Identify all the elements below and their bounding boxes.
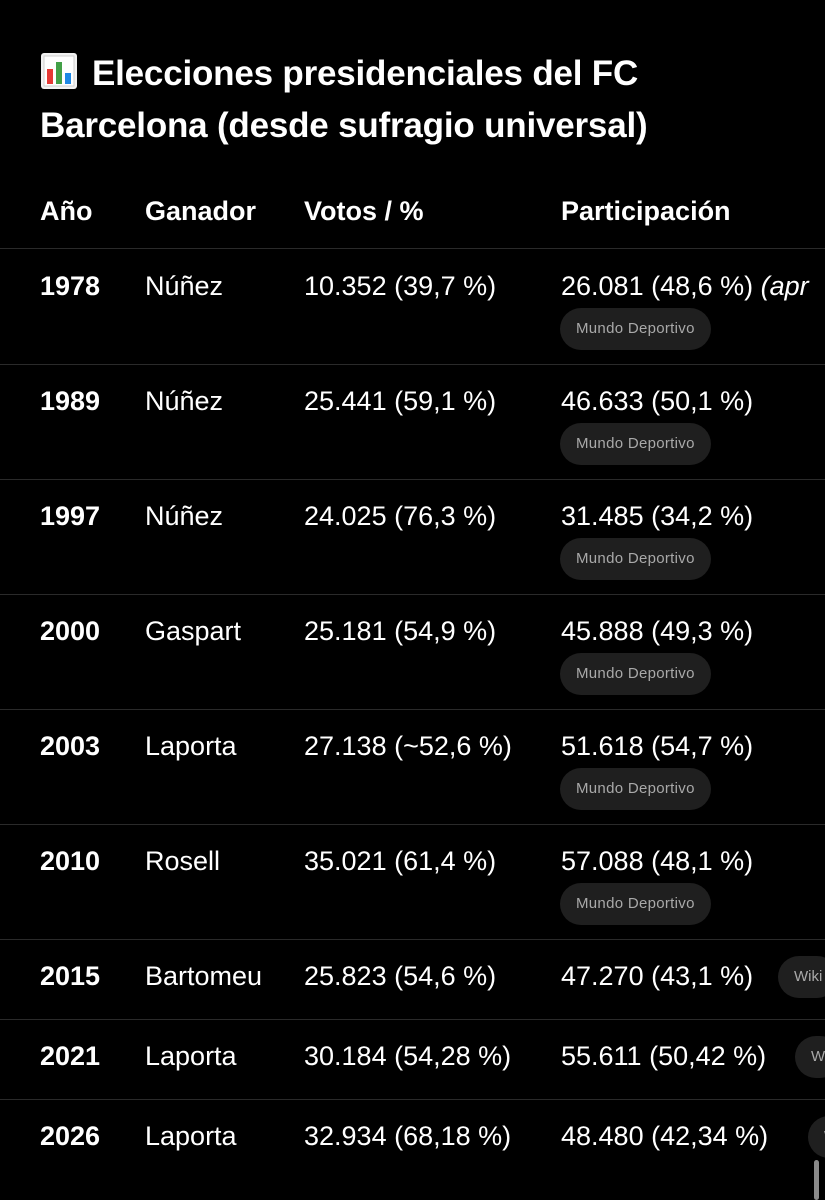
- votes-cell: 25.823 (54,6 %): [304, 961, 497, 991]
- votes-cell: 27.138 (~52,6 %): [304, 731, 512, 761]
- year-cell: 2021: [40, 1041, 101, 1071]
- table-row: 1997 Núñez 24.025 (76,3 %) 31.485 (34,2 …: [0, 479, 825, 595]
- participation-cell: 55.611 (50,42 %): [561, 1041, 767, 1071]
- participation-note: (apr: [760, 271, 809, 301]
- year-cell: 2003: [40, 731, 101, 761]
- column-header-participation: Participación: [561, 196, 731, 226]
- winner-cell: Laporta: [145, 1121, 237, 1151]
- winner-cell: Núñez: [145, 386, 224, 416]
- participation-cell: 48.480 (42,34 %): [561, 1121, 769, 1151]
- title-text: Elecciones presidenciales del FC Barcelo…: [40, 54, 648, 145]
- year-cell: 1978: [40, 271, 101, 301]
- table-header: Año Ganador Votos / % Participación: [0, 190, 825, 249]
- participation-cell: 26.081 (48,6 %) (apr: [561, 271, 809, 302]
- page-title: Elecciones presidenciales del FC Barcelo…: [40, 48, 800, 152]
- votes-cell: 32.934 (68,18 %): [304, 1121, 512, 1151]
- winner-cell: Bartomeu: [145, 961, 263, 991]
- votes-cell: 10.352 (39,7 %): [304, 271, 497, 301]
- source-chip[interactable]: Mundo Deportivo: [560, 653, 711, 695]
- year-cell: 1997: [40, 501, 101, 531]
- votes-cell: 30.184 (54,28 %): [304, 1041, 512, 1071]
- table-row: 2021 Laporta 30.184 (54,28 %) 55.611 (50…: [0, 1019, 825, 1100]
- votes-cell: 25.441 (59,1 %): [304, 386, 497, 416]
- participation-cell: 46.633 (50,1 %): [561, 386, 754, 416]
- table-row: 2003 Laporta 27.138 (~52,6 %) 51.618 (54…: [0, 709, 825, 825]
- source-chip[interactable]: Mundo Deportivo: [560, 423, 711, 465]
- participation-cell: 31.485 (34,2 %): [561, 501, 754, 531]
- source-chip[interactable]: Mundo Deportivo: [560, 883, 711, 925]
- winner-cell: Laporta: [145, 731, 237, 761]
- year-cell: 1989: [40, 386, 101, 416]
- table-row: 2010 Rosell 35.021 (61,4 %) 57.088 (48,1…: [0, 824, 825, 940]
- votes-cell: 25.181 (54,9 %): [304, 616, 497, 646]
- winner-cell: Laporta: [145, 1041, 237, 1071]
- vertical-scrollbar[interactable]: [814, 1160, 819, 1200]
- winner-cell: Núñez: [145, 271, 224, 301]
- table-row: 1978 Núñez 10.352 (39,7 %) 26.081 (48,6 …: [0, 249, 825, 365]
- participation-cell: 45.888 (49,3 %): [561, 616, 754, 646]
- source-chip[interactable]: Mundo Deportivo: [560, 768, 711, 810]
- table-row: 1989 Núñez 25.441 (59,1 %) 46.633 (50,1 …: [0, 364, 825, 480]
- column-header-year: Año: [40, 196, 93, 226]
- column-header-votes: Votos / %: [304, 196, 424, 226]
- source-chip[interactable]: W: [795, 1036, 825, 1078]
- column-header-winner: Ganador: [145, 196, 257, 226]
- source-chip[interactable]: Mundo Deportivo: [560, 538, 711, 580]
- winner-cell: Rosell: [145, 846, 221, 876]
- participation-cell: 47.270 (43,1 %): [561, 961, 754, 991]
- year-cell: 2015: [40, 961, 101, 991]
- source-chip[interactable]: Wiki: [778, 956, 825, 998]
- winner-cell: Núñez: [145, 501, 224, 531]
- participation-cell: 51.618 (54,7 %): [561, 731, 754, 761]
- year-cell: 2000: [40, 616, 101, 646]
- table-row: 2000 Gaspart 25.181 (54,9 %) 45.888 (49,…: [0, 594, 825, 710]
- participation-value: 26.081 (48,6 %): [561, 271, 754, 301]
- table-row: 2026 Laporta 32.934 (68,18 %) 48.480 (42…: [0, 1099, 825, 1179]
- votes-cell: 35.021 (61,4 %): [304, 846, 497, 876]
- table-row: 2015 Bartomeu 25.823 (54,6 %) 47.270 (43…: [0, 939, 825, 1020]
- participation-cell: 57.088 (48,1 %): [561, 846, 754, 876]
- bar-chart-icon: [41, 53, 77, 89]
- votes-cell: 24.025 (76,3 %): [304, 501, 497, 531]
- winner-cell: Gaspart: [145, 616, 242, 646]
- year-cell: 2026: [40, 1121, 101, 1151]
- source-chip[interactable]: W: [808, 1116, 825, 1158]
- source-chip[interactable]: Mundo Deportivo: [560, 308, 711, 350]
- year-cell: 2010: [40, 846, 101, 876]
